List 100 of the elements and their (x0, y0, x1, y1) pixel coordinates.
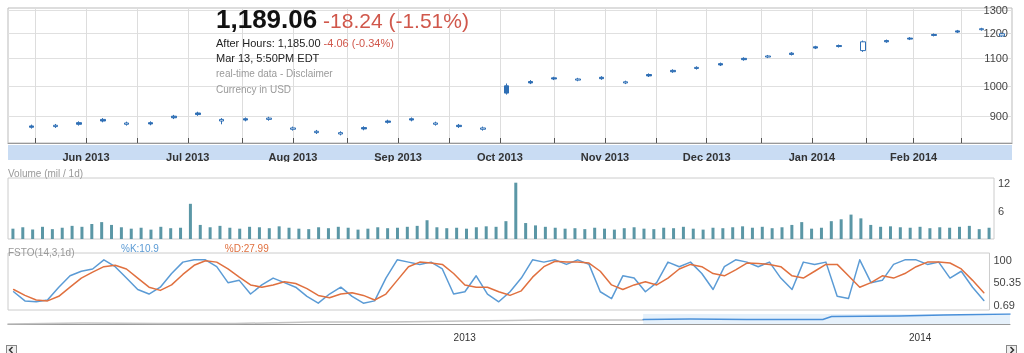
bar (208, 227, 212, 239)
bar (908, 227, 912, 239)
candlestick (76, 120, 82, 127)
candlestick (907, 36, 913, 41)
bar (307, 229, 311, 239)
candlestick (409, 116, 414, 122)
bar (612, 229, 616, 239)
candlestick (955, 29, 960, 34)
y-tick-label: 100 (993, 253, 1012, 266)
candlestick (741, 56, 747, 62)
x-tick-label: Aug 2013 (268, 150, 318, 163)
bar (455, 227, 459, 239)
bar (248, 226, 252, 239)
bar (701, 229, 705, 239)
candlestick (575, 77, 581, 82)
candlestick (789, 51, 794, 56)
bar (169, 228, 173, 239)
candlestick (599, 75, 604, 81)
candlestick (623, 80, 628, 85)
bar (898, 227, 902, 239)
bar (642, 228, 646, 239)
y-tick-label: 1100 (984, 52, 1008, 65)
candlestick (884, 39, 889, 44)
bar (395, 227, 399, 239)
bar (731, 227, 735, 239)
bar (179, 227, 183, 239)
candlestick (243, 116, 248, 122)
bar (879, 226, 883, 239)
bar (859, 218, 863, 239)
x-tick-label: Jan 2014 (788, 150, 836, 163)
bar (346, 227, 350, 239)
bar (445, 228, 449, 239)
bar (622, 228, 626, 239)
candlestick (100, 117, 106, 123)
bar (297, 228, 301, 239)
candlestick (860, 40, 866, 53)
bar (741, 226, 745, 239)
bar (198, 224, 202, 239)
y-tick-label: 1300 (983, 4, 1008, 17)
bar (60, 227, 64, 239)
bar (376, 227, 380, 239)
bar (317, 227, 321, 239)
bar (238, 228, 242, 239)
bar (474, 227, 478, 239)
bar (800, 222, 804, 239)
x-tick-label: Oct 2013 (476, 150, 523, 163)
bar (810, 228, 814, 239)
bar (90, 223, 94, 239)
bar (593, 227, 597, 239)
candlestick (718, 62, 723, 67)
bar (336, 226, 340, 239)
candlestick (385, 119, 391, 125)
x-tick-label: Dec 2013 (682, 150, 731, 163)
bar (632, 227, 636, 239)
bar (780, 227, 784, 239)
candlestick (646, 72, 652, 78)
candlestick (290, 126, 296, 132)
bar (415, 225, 419, 239)
chart-subtitle: -18.24 (-1.51%) (322, 9, 469, 32)
x-tick-label: Jun 2013 (62, 150, 110, 163)
bar (603, 228, 607, 239)
candlestick (999, 32, 1005, 38)
candlestick (219, 117, 224, 125)
candlestick (670, 68, 676, 74)
bar (435, 227, 439, 239)
chart-title: 1,189.06 (216, 4, 318, 34)
x-tick-label: Sep 2013 (374, 150, 422, 163)
y-tick-label: 900 (989, 110, 1008, 123)
bar (819, 227, 823, 239)
bar (948, 227, 952, 239)
bar (543, 226, 547, 239)
y-tick-label: 0.69 (993, 299, 1015, 312)
bar (218, 225, 222, 239)
bar (366, 228, 370, 239)
bar (149, 229, 153, 239)
candlestick (836, 44, 842, 49)
bar (662, 227, 666, 239)
x-tick-label: Jul 2013 (166, 150, 210, 163)
bar (425, 220, 429, 239)
y-tick-label: 1000 (983, 79, 1008, 92)
candlestick (551, 76, 557, 81)
bar (652, 229, 656, 239)
candlestick (694, 65, 699, 71)
bar (790, 224, 794, 239)
bar (405, 226, 409, 239)
candlestick (124, 121, 129, 127)
bar (672, 228, 676, 239)
annotation: Mar 13, 5:50PM EDT (216, 52, 320, 64)
bar (573, 228, 577, 239)
bar (287, 227, 291, 239)
bar (70, 225, 74, 239)
candlestick (314, 129, 319, 135)
annotation: -4.06 (-0.34%) (322, 37, 394, 49)
candlestick (433, 121, 438, 127)
candlestick (266, 116, 272, 122)
bar (711, 227, 715, 239)
bar (139, 227, 143, 239)
bar (267, 228, 271, 239)
bar (691, 228, 695, 239)
bar (967, 225, 971, 239)
